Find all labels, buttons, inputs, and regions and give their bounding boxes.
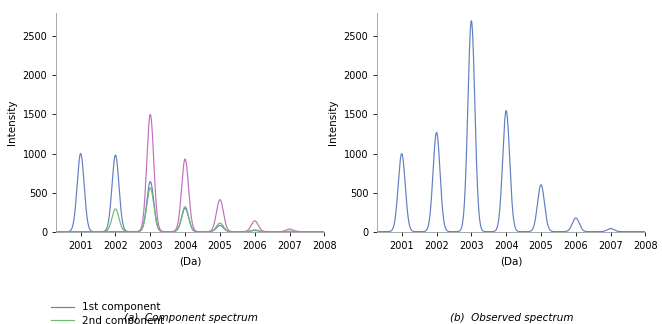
Line: 2nd component: 2nd component <box>28 188 342 232</box>
Legend: 1st component, 2nd component, 3rd component: 1st component, 2nd component, 3rd compon… <box>51 303 164 324</box>
2nd component <box>24 230 32 234</box>
3rd component <box>257 227 265 231</box>
1st component <box>210 228 218 232</box>
1st component <box>273 230 281 234</box>
2nd component <box>40 230 48 234</box>
2nd component <box>210 228 218 232</box>
3rd component <box>273 230 281 234</box>
Text: (a)  Component spectrum: (a) Component spectrum <box>124 313 258 323</box>
1st component <box>138 227 146 231</box>
3rd component <box>24 230 32 234</box>
1st component <box>40 230 48 234</box>
2nd component <box>146 186 154 190</box>
3rd component <box>210 223 218 226</box>
3rd component <box>224 227 232 231</box>
1st component <box>224 229 232 233</box>
Text: (b)  Observed spectrum: (b) Observed spectrum <box>450 313 573 323</box>
Line: 3rd component: 3rd component <box>28 114 342 232</box>
X-axis label: (Da): (Da) <box>500 256 522 266</box>
1st component <box>257 229 265 233</box>
Y-axis label: Intensity: Intensity <box>328 99 338 145</box>
3rd component <box>338 230 346 234</box>
3rd component <box>146 112 154 116</box>
1st component <box>338 230 346 234</box>
2nd component <box>224 229 232 233</box>
Y-axis label: Intensity: Intensity <box>7 99 17 145</box>
3rd component <box>40 230 48 234</box>
2nd component <box>138 227 146 231</box>
X-axis label: (Da): (Da) <box>179 256 201 266</box>
3rd component <box>138 223 146 227</box>
2nd component <box>273 230 281 234</box>
Line: 1st component: 1st component <box>28 154 342 232</box>
1st component <box>24 230 32 234</box>
2nd component <box>338 230 346 234</box>
1st component <box>77 152 85 156</box>
2nd component <box>257 229 265 233</box>
